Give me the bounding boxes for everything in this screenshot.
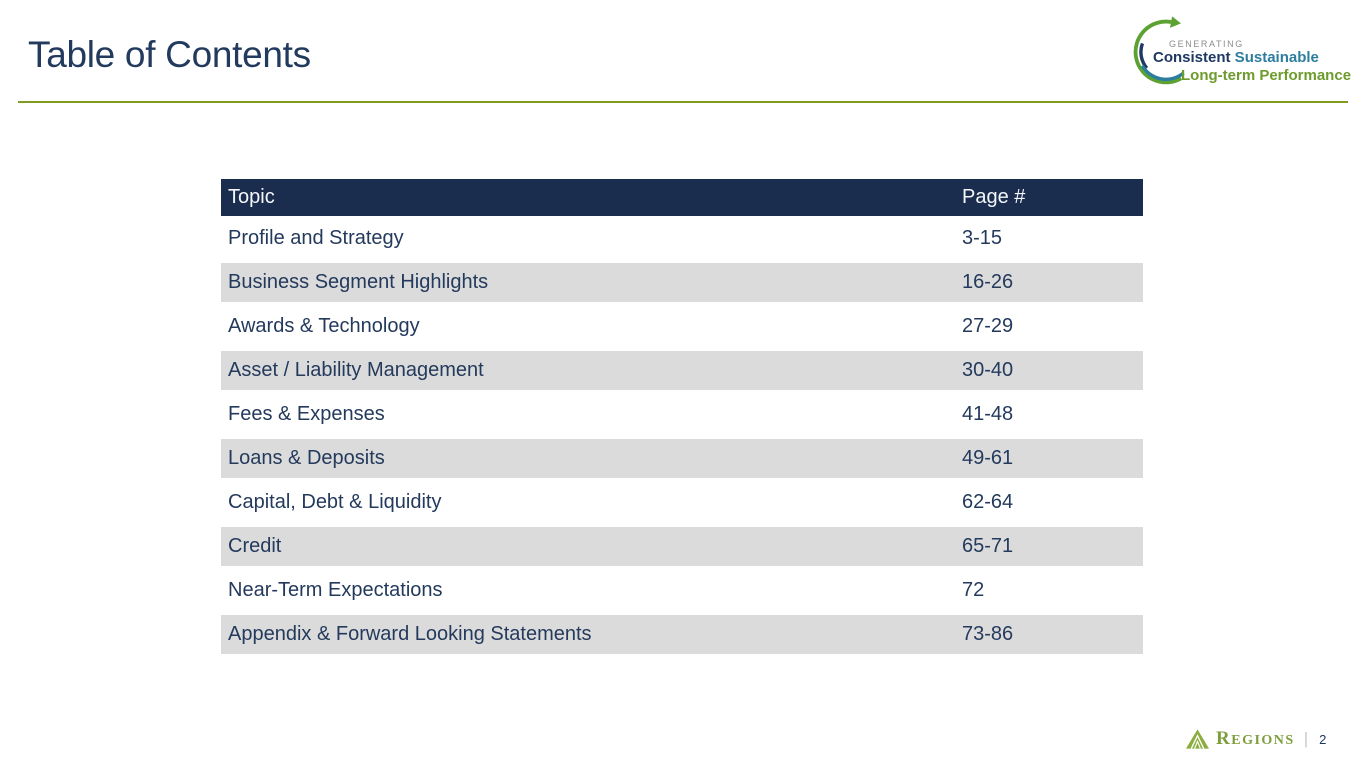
- pages-cell: 30-40: [962, 359, 1014, 381]
- topic-cell: Asset / Liability Management: [228, 359, 484, 381]
- topic-cell: Credit: [228, 535, 282, 557]
- table-row: Awards & Technology 27-29: [221, 304, 1143, 348]
- footer: REGIONS | 2: [1186, 726, 1326, 752]
- topic-cell: Loans & Deposits: [228, 447, 385, 469]
- toc-table: Topic Page # Profile and Strategy 3-15 B…: [221, 179, 1143, 656]
- pages-cell: 73-86: [962, 623, 1014, 645]
- table-row: Capital, Debt & Liquidity 62-64: [221, 480, 1143, 524]
- wordmark-rest: EGIONS: [1231, 733, 1295, 748]
- topic-cell: Capital, Debt & Liquidity: [228, 490, 442, 513]
- logo-text-consistent-sustainable: Consistent Sustainable: [1153, 49, 1319, 66]
- pages-cell: 72: [962, 578, 985, 601]
- pages-cell: 62-64: [962, 490, 1014, 513]
- slide-page-number: 2: [1319, 731, 1327, 747]
- table-row: Fees & Expenses 41-48: [221, 392, 1143, 436]
- table-row: Loans & Deposits 49-61: [221, 436, 1143, 480]
- regions-pyramid-icon: [1186, 729, 1209, 749]
- table-row: Profile and Strategy 3-15: [221, 216, 1143, 260]
- column-header-topic: Topic: [228, 186, 275, 208]
- topic-cell: Appendix & Forward Looking Statements: [228, 623, 592, 645]
- topic-cell: Awards & Technology: [228, 314, 420, 337]
- topic-cell: Near-Term Expectations: [228, 578, 443, 601]
- regions-wordmark: REGIONS: [1216, 728, 1295, 750]
- topic-cell: Fees & Expenses: [228, 402, 385, 425]
- logo-word-consistent: Consistent: [1153, 49, 1231, 66]
- pages-cell: 49-61: [962, 447, 1014, 469]
- pages-cell: 65-71: [962, 535, 1014, 557]
- column-header-page: Page #: [962, 186, 1026, 208]
- pages-cell: 27-29: [962, 314, 1014, 337]
- topic-cell: Profile and Strategy: [228, 226, 404, 249]
- pages-cell: 16-26: [962, 271, 1014, 293]
- pages-cell: 3-15: [962, 226, 1003, 249]
- circular-arrow-icon: [1133, 16, 1185, 85]
- wordmark-initial: R: [1216, 728, 1232, 749]
- footer-divider: |: [1303, 729, 1309, 748]
- page-title: Table of Contents: [28, 34, 311, 75]
- table-row: Asset / Liability Management 30-40: [221, 348, 1143, 392]
- title-divider-line: [18, 101, 1348, 103]
- table-row: Credit 65-71: [221, 524, 1143, 568]
- table-row: Business Segment Highlights 16-26: [221, 260, 1143, 304]
- topic-cell: Business Segment Highlights: [228, 271, 489, 293]
- logo-text-longterm-performance: Long-term Performance: [1181, 67, 1352, 84]
- logo-word-sustainable: Sustainable: [1230, 49, 1319, 66]
- pages-cell: 41-48: [962, 402, 1014, 425]
- table-row: Near-Term Expectations 72: [221, 568, 1143, 612]
- logo-text-generating: GENERATING: [1169, 39, 1244, 49]
- table-row: Appendix & Forward Looking Statements 73…: [221, 612, 1143, 656]
- table-header-row: Topic Page #: [221, 179, 1143, 216]
- performance-logo: GENERATING Consistent Sustainable Long-t…: [1128, 12, 1354, 104]
